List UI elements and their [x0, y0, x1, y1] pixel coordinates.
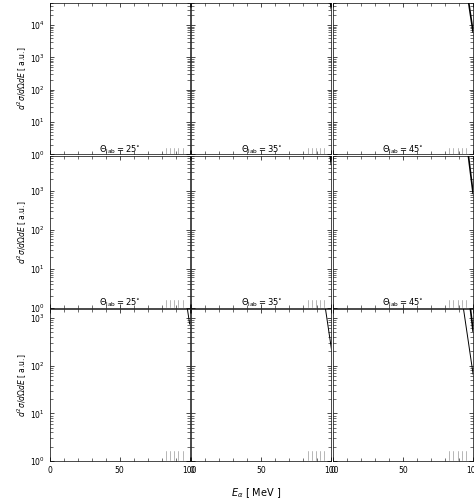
Title: $\Theta_{\rm lab}=45^{\circ}$: $\Theta_{\rm lab}=45^{\circ}$	[383, 0, 424, 3]
Title: $\Theta_{\rm lab}=45^{\circ}$: $\Theta_{\rm lab}=45^{\circ}$	[383, 144, 424, 156]
Y-axis label: $d^2\sigma/d\Omega dE$ [ a.u.]: $d^2\sigma/d\Omega dE$ [ a.u.]	[16, 47, 28, 110]
Y-axis label: $d^2\sigma/d\Omega dE$ [ a.u.]: $d^2\sigma/d\Omega dE$ [ a.u.]	[16, 353, 28, 417]
Text: $E_{\alpha}$ [ MeV ]: $E_{\alpha}$ [ MeV ]	[231, 486, 281, 500]
Y-axis label: $d^2\sigma/d\Omega dE$ [ a.u.]: $d^2\sigma/d\Omega dE$ [ a.u.]	[16, 200, 28, 264]
Title: $\Theta_{\rm lab}=35^{\circ}$: $\Theta_{\rm lab}=35^{\circ}$	[241, 297, 282, 309]
Title: $\Theta_{\rm lab}=35^{\circ}$: $\Theta_{\rm lab}=35^{\circ}$	[241, 0, 282, 3]
Title: $\Theta_{\rm lab}=35^{\circ}$: $\Theta_{\rm lab}=35^{\circ}$	[241, 144, 282, 156]
Title: $\Theta_{\rm lab}=25^{\circ}$: $\Theta_{\rm lab}=25^{\circ}$	[99, 144, 140, 156]
Title: $\Theta_{\rm lab}=45^{\circ}$: $\Theta_{\rm lab}=45^{\circ}$	[383, 297, 424, 309]
Title: $\Theta_{\rm lab}=25^{\circ}$: $\Theta_{\rm lab}=25^{\circ}$	[99, 297, 140, 309]
Title: $\Theta_{\rm lab}=25^{\circ}$: $\Theta_{\rm lab}=25^{\circ}$	[99, 0, 140, 3]
